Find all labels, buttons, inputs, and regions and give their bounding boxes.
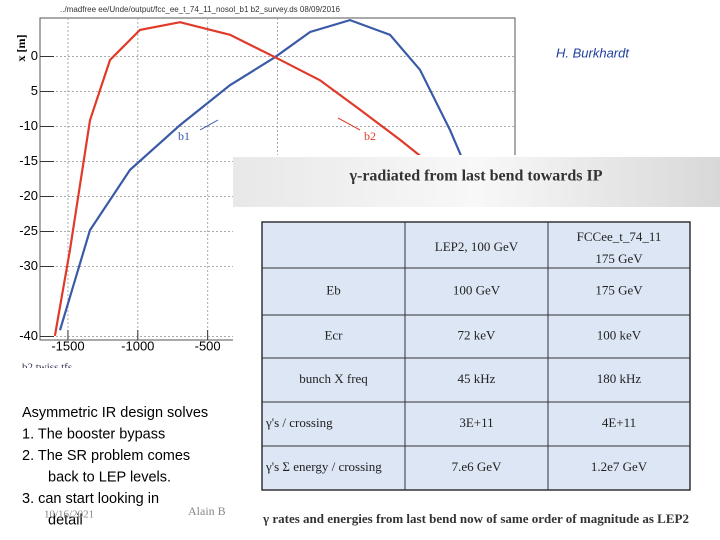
arrow (199, 119, 219, 131)
table-cell: γ's / crossing (265, 415, 333, 430)
arrow (337, 117, 361, 131)
series-line (53, 21, 501, 336)
note-line: 3. can start looking in (22, 491, 159, 507)
x-tick-label: -1500 (51, 338, 84, 353)
x-tick-label: -1000 (121, 338, 154, 353)
legend-label: b1 (178, 129, 190, 143)
y-tick-label: -25 (19, 223, 38, 238)
y-tick-label: 5 (31, 83, 38, 98)
table-cell: 45 kHz (458, 371, 496, 386)
panel-title: γ-radiated from last bend towards IP (349, 168, 603, 185)
y-tick-label: -30 (19, 258, 38, 273)
table-cell: 3E+11 (459, 415, 493, 430)
note-line: detail (48, 512, 83, 528)
x-tick-label: -500 (195, 338, 221, 353)
y-tick-label: 0 (31, 48, 38, 63)
table-cell: 7.e6 GeV (452, 459, 502, 474)
note-line: 2. The SR problem comes (22, 448, 190, 464)
panel-header (233, 157, 720, 207)
table-cell: LEP2, 100 GeV (435, 239, 519, 254)
y-tick-label: -20 (19, 188, 38, 203)
y-tick-label: -10 (19, 118, 38, 133)
y-tick-label: -15 (19, 153, 38, 168)
notes-box (0, 368, 240, 540)
table-cell: 100 keV (597, 327, 642, 342)
panel-caption: γ rates and energies from last bend now … (262, 511, 689, 526)
table-cell: 72 keV (458, 327, 497, 342)
notes: Asymmetric IR design solves 1. The booste… (22, 405, 226, 529)
series-line (58, 18, 481, 331)
presenter: Alain B (188, 504, 226, 518)
plot-path: ../madfree ee/Unde/output/fcc_ee_t_74_11… (60, 5, 340, 14)
y-axis-label: x [m] (14, 35, 28, 62)
y-tick-label: -40 (19, 328, 38, 343)
table-bg (261, 221, 691, 491)
panel: γ-radiated from last bend towards IP γ r… (233, 155, 720, 540)
note-line: back to LEP levels. (48, 469, 171, 485)
author: H. Burkhardt (556, 45, 630, 60)
table-cell: 1.2e7 GeV (591, 459, 648, 474)
table-cell: 4E+11 (602, 415, 636, 430)
table-cell: 175 GeV (595, 251, 643, 266)
legend-label: b2 (364, 129, 376, 143)
table-cell: 175 GeV (595, 282, 643, 297)
note-line: Asymmetric IR design solves (22, 405, 208, 421)
table-cell: FCCee_t_74_11 (577, 229, 662, 244)
table-cell: γ's Σ energy / crossing (265, 459, 382, 474)
table-cell: Ecr (324, 327, 343, 342)
table-cell: 100 GeV (453, 282, 501, 297)
table-cell: 180 kHz (597, 371, 642, 386)
table-cell: bunch X freq (299, 371, 368, 386)
date: 10/16/2021 (44, 509, 94, 521)
table-cell: Eb (326, 282, 340, 297)
note-line: 1. The booster bypass (22, 426, 165, 442)
